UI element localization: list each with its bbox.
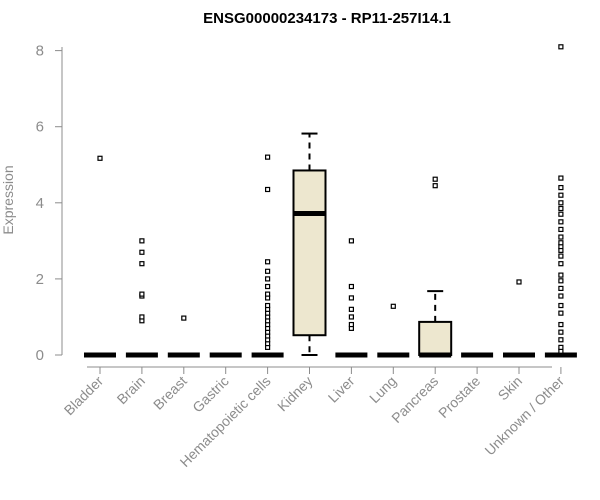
outlier-point <box>558 337 564 343</box>
outlier-point <box>432 183 438 189</box>
outlier-point <box>265 154 271 160</box>
outlier-point <box>139 291 145 297</box>
outlier-point <box>139 314 145 320</box>
box-pancreas <box>418 176 453 358</box>
outlier-point <box>139 238 145 244</box>
x-tick-label: Brain <box>114 373 148 407</box>
outlier-point <box>558 272 564 278</box>
y-tick-label: 2 <box>36 271 44 288</box>
outlier-point <box>265 276 271 282</box>
outlier-point <box>432 176 438 182</box>
outlier-point <box>558 44 564 50</box>
outlier-point <box>348 321 354 328</box>
outlier-point <box>558 285 564 292</box>
outlier-point <box>265 283 271 290</box>
x-tick-label: Pancreas <box>388 373 441 426</box>
outlier-point <box>181 315 187 321</box>
box-kidney <box>292 132 327 356</box>
y-axis-label: Expression <box>0 165 16 234</box>
outlier-point <box>265 302 271 309</box>
outlier-point <box>348 283 354 290</box>
outlier-point <box>265 268 271 274</box>
box-liver <box>335 238 368 358</box>
x-tick-label: Bladder <box>61 373 107 419</box>
outlier-point <box>558 278 564 284</box>
outlier-point <box>558 321 564 328</box>
outlier-point <box>558 175 564 181</box>
box-skin <box>503 279 535 358</box>
y-tick-label: 0 <box>36 347 44 364</box>
chart-title: ENSG00000234173 - RP11-257I14.1 <box>203 10 451 27</box>
box-body <box>292 169 327 337</box>
outlier-point <box>558 253 564 259</box>
box-lung <box>377 303 410 358</box>
outlier-point <box>558 302 564 309</box>
outlier-point <box>558 219 564 225</box>
outlier-point <box>139 249 145 255</box>
outlier-point <box>558 192 564 198</box>
outlier-point <box>558 329 564 335</box>
y-tick-label: 6 <box>36 119 44 136</box>
outlier-point <box>348 295 354 301</box>
y-tick-label: 4 <box>36 195 44 212</box>
outlier-point <box>558 261 564 267</box>
outlier-point <box>516 279 522 285</box>
outlier-point <box>558 234 564 240</box>
outlier-point <box>265 259 271 265</box>
box-body <box>418 320 453 356</box>
outlier-point <box>558 310 564 316</box>
x-tick-label: Skin <box>495 373 526 404</box>
outlier-point <box>265 186 271 193</box>
outlier-point <box>390 303 396 309</box>
box-unknown-other <box>544 44 577 358</box>
outlier-point <box>348 306 354 312</box>
box-brain <box>125 238 158 358</box>
outlier-point <box>558 226 564 233</box>
outlier-point <box>558 240 564 246</box>
y-ticks: 0 2 4 6 8 <box>36 43 62 364</box>
outlier-point <box>348 238 354 244</box>
box-bladder <box>84 155 116 358</box>
boxes <box>84 44 577 358</box>
box-breast <box>167 315 200 358</box>
outlier-point <box>558 184 564 191</box>
y-tick-label: 8 <box>36 43 44 60</box>
outlier-point <box>139 261 145 267</box>
outlier-point <box>558 200 564 206</box>
outlier-point <box>558 211 564 217</box>
x-tick-label: Liver <box>325 373 358 406</box>
x-tick-label: Breast <box>150 373 190 413</box>
outlier-point <box>558 293 564 299</box>
x-tick-label: Unknown / Other <box>481 373 567 459</box>
outlier-point <box>265 291 271 297</box>
outlier-point <box>97 155 103 161</box>
outlier-point <box>558 344 564 350</box>
x-tick-label: Kidney <box>274 373 316 415</box>
box-hematopoietic-cells <box>251 154 284 358</box>
outlier-point <box>348 314 354 320</box>
x-tick-label: Prostate <box>435 373 483 421</box>
outlier-point <box>558 205 564 212</box>
x-tick-label: Lung <box>366 373 399 406</box>
